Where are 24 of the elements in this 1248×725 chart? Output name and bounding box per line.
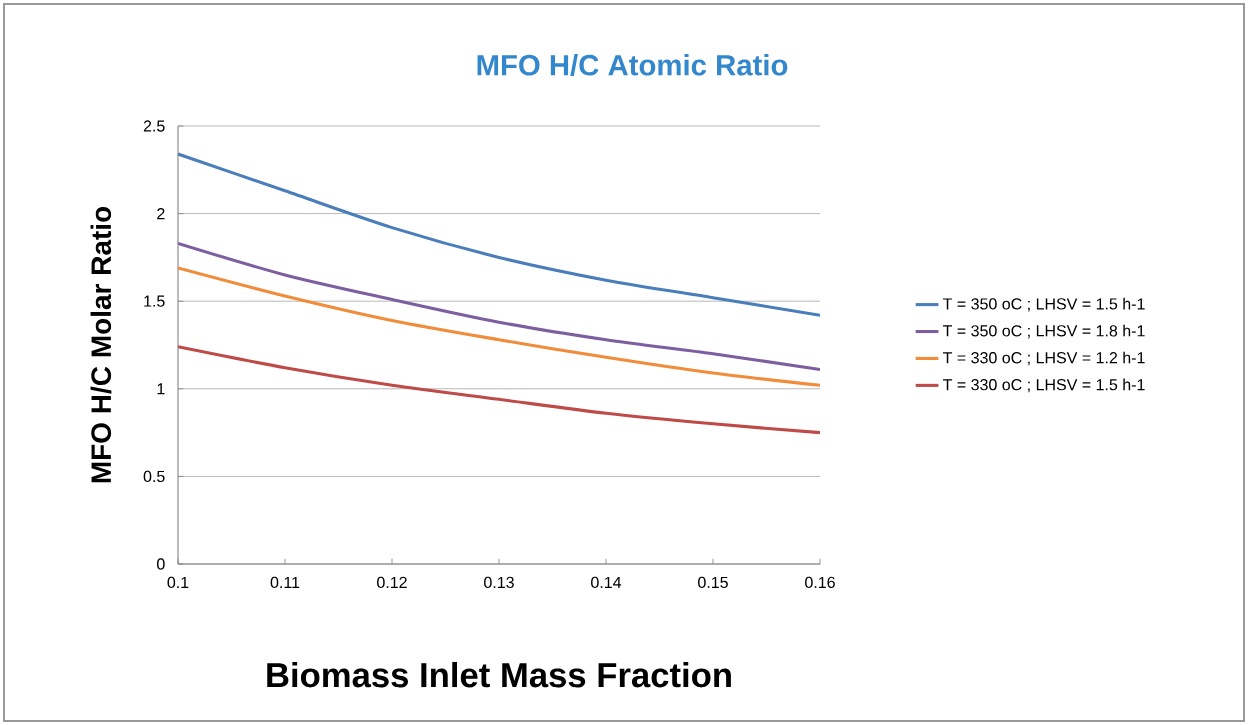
x-axis-title: Biomass Inlet Mass Fraction bbox=[267, 661, 731, 688]
y-tick-label: 2.5 bbox=[143, 120, 165, 132]
y-tick-label: 0.5 bbox=[143, 470, 165, 483]
line-series bbox=[178, 241, 820, 372]
x-tick-label: 0.14 bbox=[591, 576, 622, 589]
y-axis-title: MFO H/C Molar Ratio bbox=[90, 206, 112, 483]
y-tick-label: 0 bbox=[157, 558, 165, 570]
legend-label: T = 330 oC ; LHSV = 1.2 h-1 bbox=[943, 351, 1145, 366]
x-tick-label: 0.12 bbox=[377, 576, 407, 589]
x-tick-label: 0.15 bbox=[698, 576, 728, 589]
legend-label: T = 350 oC ; LHSV = 1.5 h-1 bbox=[943, 297, 1145, 312]
x-tick-label: 0.16 bbox=[805, 576, 835, 589]
legend-label: T = 350 oC ; LHSV = 1.8 h-1 bbox=[943, 324, 1145, 339]
line-series bbox=[178, 266, 820, 387]
y-tick-label: 1.5 bbox=[144, 295, 165, 307]
legend-label: T = 330 oC ; LHSV = 1.5 h-1 bbox=[943, 378, 1145, 393]
x-tick-label: 0.1 bbox=[167, 576, 189, 589]
x-tick-label: 0.11 bbox=[270, 576, 300, 589]
y-tick-label: 1 bbox=[157, 383, 165, 395]
chart-title: MFO H/C Atomic Ratio bbox=[477, 54, 788, 76]
line-series bbox=[178, 345, 820, 435]
y-tick-label: 2 bbox=[157, 208, 165, 220]
line-series bbox=[178, 152, 820, 317]
x-tick-label: 0.13 bbox=[484, 576, 514, 589]
